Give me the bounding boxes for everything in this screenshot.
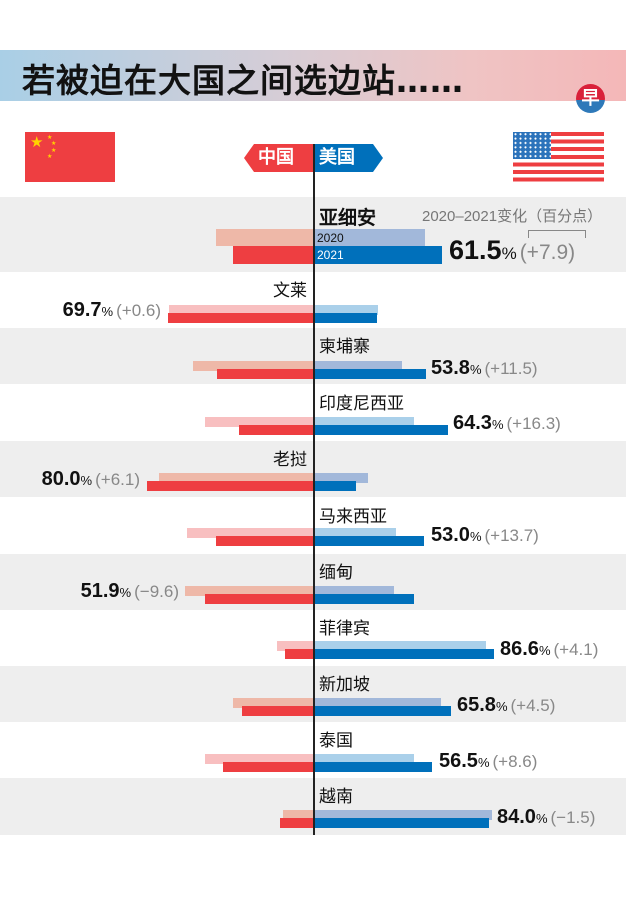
bar-usa-2020 bbox=[314, 754, 414, 764]
value-label: 51.9% (−9.6) bbox=[80, 580, 179, 602]
bar-usa-2021 bbox=[314, 818, 489, 828]
value-label: 84.0% (−1.5) bbox=[497, 806, 596, 828]
value-label: 69.7% (+0.6) bbox=[62, 299, 161, 321]
bar-usa-2020 bbox=[314, 586, 394, 596]
category-label: 缅甸 bbox=[319, 563, 353, 583]
bar-china-2021 bbox=[239, 425, 313, 435]
bar-china-2020 bbox=[277, 641, 313, 651]
value-label: 64.3% (+16.3) bbox=[453, 412, 561, 434]
category-label: 马来西亚 bbox=[319, 507, 387, 527]
change-note: 2020–2021变化（百分点） bbox=[422, 208, 603, 225]
bar-china-2020 bbox=[205, 417, 313, 427]
category-label: 亚细安 bbox=[319, 207, 377, 229]
bar-china-2020 bbox=[185, 586, 313, 596]
row-myanmar: 缅甸 51.9% (−9.6) bbox=[0, 554, 626, 610]
value-label: 56.5% (+8.6) bbox=[439, 750, 538, 772]
bar-china-2021 bbox=[280, 818, 313, 828]
value-label: 61.5% (+7.9) bbox=[449, 235, 576, 265]
bar-usa-2021 bbox=[314, 425, 448, 435]
category-label: 新加坡 bbox=[319, 675, 370, 695]
category-label: 菲律宾 bbox=[319, 619, 370, 639]
bar-china-2021 bbox=[217, 369, 313, 379]
category-label: 老挝 bbox=[273, 450, 307, 470]
value-label: 53.8% (+11.5) bbox=[431, 357, 538, 379]
bar-usa-2021 bbox=[314, 536, 424, 546]
bar-china-2021 bbox=[216, 536, 313, 546]
bar-china-2021 bbox=[223, 762, 313, 772]
bar-usa-2020 bbox=[314, 361, 402, 371]
bar-usa-2021 bbox=[314, 649, 494, 659]
bar-usa-2021 bbox=[314, 481, 356, 491]
bar-china-2020 bbox=[283, 810, 313, 820]
china-flag-icon: ★ ★ ★ ★ ★ bbox=[25, 132, 115, 182]
bar-china-2021 bbox=[147, 481, 313, 491]
bar-china-2020 bbox=[169, 305, 313, 315]
bar-usa-2020 bbox=[314, 698, 441, 708]
bar-china-2020 bbox=[159, 473, 313, 483]
row-indonesia: 印度尼西亚 64.3% (+16.3) bbox=[0, 385, 626, 441]
bar-usa-2020 bbox=[314, 417, 414, 427]
bar-usa-2021 bbox=[314, 594, 414, 604]
bar-usa-2021 bbox=[314, 313, 377, 323]
bar-china-2021 bbox=[242, 706, 313, 716]
bar-usa-2021 bbox=[314, 246, 442, 264]
value-label: 86.6% (+4.1) bbox=[500, 638, 599, 660]
bar-china-2021 bbox=[168, 313, 313, 323]
row-malaysia: 马来西亚 53.0% (+13.7) bbox=[0, 498, 626, 554]
bar-china-2020 bbox=[216, 229, 313, 246]
bar-usa-2021 bbox=[314, 706, 451, 716]
bar-usa-2021 bbox=[314, 762, 432, 772]
bar-china-2020 bbox=[233, 698, 313, 708]
bar-china-2021 bbox=[233, 246, 313, 264]
zaobao-logo-icon: 早 bbox=[576, 84, 605, 113]
bar-china-2020 bbox=[205, 754, 313, 764]
year-label-2021: 2021 bbox=[317, 248, 344, 262]
bar-usa-2020 bbox=[314, 305, 378, 315]
row-brunei: 文莱 69.7% (+0.6) bbox=[0, 272, 626, 328]
title-band bbox=[0, 50, 626, 101]
bar-usa-2020 bbox=[314, 473, 368, 483]
legend-china: 中国 bbox=[244, 144, 313, 172]
row-thailand: 泰国 56.5% (+8.6) bbox=[0, 722, 626, 778]
bar-usa-2020 bbox=[314, 641, 486, 651]
value-label: 80.0% (+6.1) bbox=[41, 468, 140, 490]
row-philippines: 菲律宾 86.6% (+4.1) bbox=[0, 610, 626, 666]
bar-china-2020 bbox=[193, 361, 313, 371]
category-label: 泰国 bbox=[319, 731, 353, 751]
category-label: 柬埔寨 bbox=[319, 337, 370, 357]
usa-flag-icon bbox=[513, 132, 604, 182]
chart-title: 若被迫在大国之间选边站…… bbox=[22, 61, 464, 100]
center-axis bbox=[313, 144, 315, 835]
year-label-2020: 2020 bbox=[317, 231, 344, 245]
category-label: 文莱 bbox=[273, 281, 307, 301]
bar-usa-2020 bbox=[314, 528, 396, 538]
bar-china-2021 bbox=[205, 594, 313, 604]
value-label: 53.0% (+13.7) bbox=[431, 524, 539, 546]
category-label: 越南 bbox=[319, 787, 353, 807]
bar-usa-2020 bbox=[314, 229, 425, 246]
value-label: 65.8% (+4.5) bbox=[457, 694, 556, 716]
legend-usa: 美国 bbox=[313, 144, 383, 172]
bar-usa-2020 bbox=[314, 810, 492, 820]
bar-china-2021 bbox=[285, 649, 313, 659]
category-label: 印度尼西亚 bbox=[319, 394, 404, 414]
bar-china-2020 bbox=[187, 528, 313, 538]
bar-usa-2021 bbox=[314, 369, 426, 379]
bracket-icon bbox=[528, 230, 586, 238]
